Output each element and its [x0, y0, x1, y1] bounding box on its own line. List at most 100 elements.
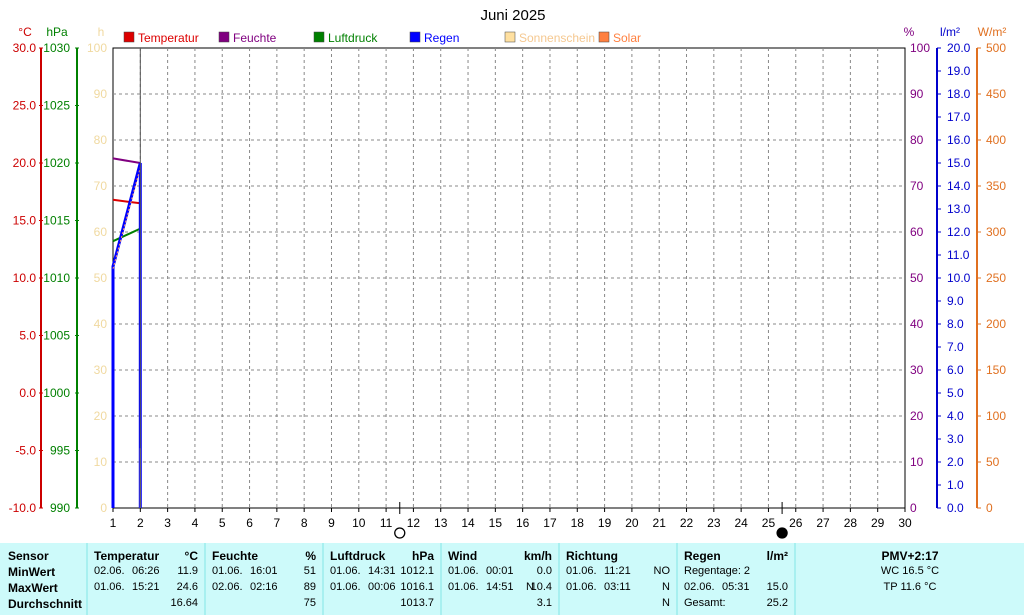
left-axis-tick-label: 70: [94, 179, 108, 193]
left-axis-tick-label: -10.0: [9, 501, 37, 515]
x-tick-label: 4: [192, 516, 199, 530]
weather-chart: Juni 2025 1 2 3 4 5 6 7 8 9 10 11 12 13 14 15 16 17 18 19 20…: [9, 7, 1007, 539]
temperatur-unit: °C: [184, 549, 198, 563]
right-axis-tick-label: 8.0: [947, 317, 964, 331]
temperatur-min-date: 02.06.: [94, 565, 125, 577]
new-moon-icon: [776, 527, 788, 539]
series-line-feuchte: [112, 157, 141, 164]
temperatur-max-time: 15:21: [132, 581, 160, 593]
richtung-min-value: NO: [653, 565, 671, 577]
luftdruck-avg-value: 1013.7: [400, 597, 434, 609]
left-axis-tick-label: -5.0: [15, 444, 36, 458]
right-axis-tick-label: 10.0: [947, 271, 971, 285]
x-tick-label: 17: [543, 516, 557, 530]
right-axis-tick-label: 18.0: [947, 87, 971, 101]
left-axis-unit-hours: h: [98, 25, 105, 39]
series-line-temperatur: [112, 198, 141, 205]
right-axis-tick-label: 7.0: [947, 340, 964, 354]
stats-col-pmv: PMV+2:17 WC 16.5 °C TP 11.6 °C: [796, 543, 1024, 615]
left-axis-tick-label: 25.0: [13, 99, 37, 113]
temperatur-max-value: 24.6: [176, 581, 198, 593]
luftdruck-max-date: 01.06.: [330, 581, 361, 593]
feuchte-min-value: 51: [303, 565, 316, 577]
temperatur-avg-value: 16.64: [170, 597, 198, 609]
regen-total-label: Gesamt:: [684, 597, 726, 609]
x-tick-label: 18: [571, 516, 585, 530]
x-tick-label: 1: [110, 516, 117, 530]
luftdruck-unit: hPa: [411, 549, 434, 563]
x-tick-label: 7: [274, 516, 281, 530]
luftdruck-title: Luftdruck: [330, 549, 386, 563]
chart-title: Juni 2025: [480, 7, 545, 24]
right-axis-tick-label: 5.0: [947, 386, 964, 400]
x-tick-label: 26: [789, 516, 803, 530]
right-axis-tick-label: 300: [986, 225, 1006, 239]
regen-unit: l/m²: [766, 549, 788, 563]
right-axis-tick-label: 2.0: [947, 455, 964, 469]
x-tick-label: 20: [625, 516, 639, 530]
right-axis-tick-label: 80: [910, 133, 924, 147]
x-tick-label: 3: [164, 516, 171, 530]
left-axis-tick-label: 5.0: [19, 329, 36, 343]
x-tick-label: 15: [489, 516, 503, 530]
stats-col-sensor: Sensor MinWert MaxWert Durchschnitt: [0, 543, 86, 615]
wind-max-time: 14:51: [486, 581, 514, 593]
left-axis-tick-label: 60: [94, 225, 108, 239]
legend-label: Luftdruck: [328, 31, 378, 45]
left-axis-tick-label: 15.0: [13, 214, 37, 228]
left-axis-tick-label: 995: [50, 444, 70, 458]
wind-unit: km/h: [523, 549, 552, 563]
right-axis-tick-label: 500: [986, 41, 1006, 55]
x-tick-label: 29: [871, 516, 885, 530]
x-tick-label: 6: [246, 516, 253, 530]
pmv-title: PMV+2:17: [881, 549, 939, 563]
x-tick-label: 9: [328, 516, 335, 530]
luftdruck-max-value: 1016.1: [400, 581, 434, 593]
series-line-solar: [112, 167, 141, 269]
right-axis-tick-label: 0.0: [947, 501, 964, 515]
row-label-min: MinWert: [8, 565, 56, 579]
right-axis-tick-label: 70: [910, 179, 924, 193]
legend-label: Regen: [424, 31, 459, 45]
richtung-min-time: 11:21: [604, 565, 631, 577]
left-axis-tick-label: 100: [87, 41, 107, 55]
legend-swatch: [218, 31, 230, 43]
left-axis-tick-label: 90: [94, 87, 108, 101]
left-axis-tick-label: 10.0: [13, 271, 37, 285]
right-axis-tick-label: 20: [910, 409, 924, 423]
right-axis-unit-solar: W/m²: [978, 25, 1007, 39]
temperatur-title: Temperatur: [94, 549, 160, 563]
feuchte-unit: %: [305, 549, 316, 563]
richtung-min-date: 01.06.: [566, 565, 597, 577]
legend-label: Feuchte: [233, 31, 277, 45]
x-tick-label: 19: [598, 516, 612, 530]
x-tick-label: 23: [707, 516, 721, 530]
right-axis-unit-rain: l/m²: [940, 25, 960, 39]
right-axis-tick-label: 60: [910, 225, 924, 239]
stats-col-feuchte: Feuchte% 01.06. 16:01 51 02.06. 02:16 89 75: [206, 543, 322, 615]
x-tick-label: 2: [137, 516, 144, 530]
stats-col-wind: Wind km/h 01.06. 00:01 0.0 01.06. 14:51 N 10.4…: [442, 543, 558, 615]
right-axis-tick-label: 16.0: [947, 133, 971, 147]
stats-col-regen: Regen l/m² Regentage: 2 02.06. 05:31 15.0 G…: [678, 543, 794, 615]
row-label-avg: Durchschnitt: [8, 597, 83, 611]
x-tick-label: 5: [219, 516, 226, 530]
wind-max-direction: N: [526, 581, 534, 593]
right-axis-tick-label: 50: [986, 455, 1000, 469]
x-tick-label: 11: [380, 516, 393, 530]
left-axis-tick-label: 30: [94, 363, 108, 377]
left-axis-unit-hpa: hPa: [46, 25, 68, 39]
left-axis-tick-label: 1025: [43, 99, 70, 113]
left-axis-tick-label: 30.0: [13, 41, 37, 55]
pmv-dewpoint: TP 11.6 °C: [883, 581, 937, 593]
row-label-max: MaxWert: [8, 581, 58, 595]
series-line-luftdruck: [112, 227, 141, 243]
legend-label: Temperatur: [138, 31, 199, 45]
stats-col-temperatur: Temperatur °C 02.06. 06:26 11.9 01.06. 15:21…: [88, 543, 204, 615]
right-axis-tick-label: 11.0: [947, 248, 970, 262]
x-tick-label: 22: [680, 516, 694, 530]
right-axis-tick-label: 250: [986, 271, 1006, 285]
feuchte-min-time: 16:01: [250, 565, 278, 577]
right-axis-tick-label: 20.0: [947, 41, 971, 55]
